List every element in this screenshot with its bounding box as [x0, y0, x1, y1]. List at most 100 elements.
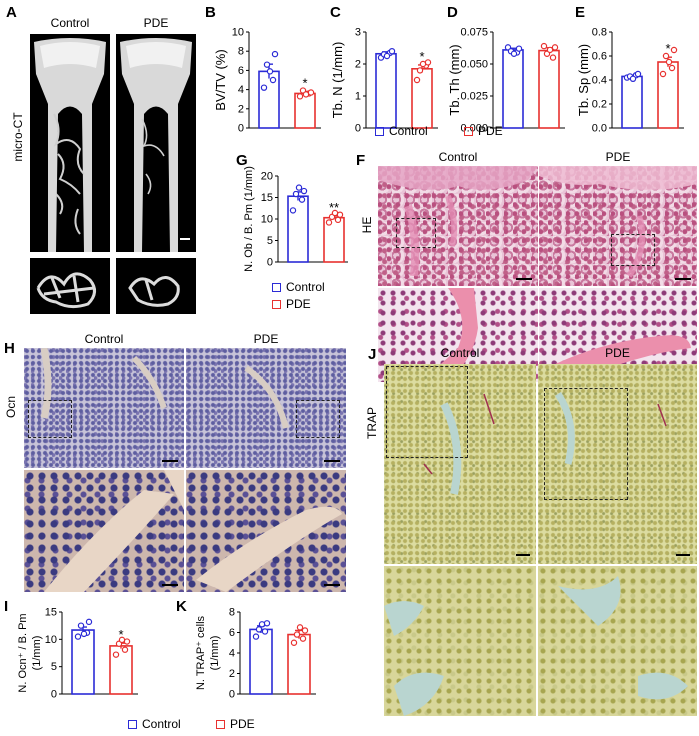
ocn-pde-zoom	[186, 470, 346, 592]
legend-bottom-control-label: Control	[142, 717, 181, 731]
data-point	[295, 184, 303, 191]
trap-pde-low	[538, 364, 697, 564]
data-point	[302, 91, 310, 98]
data-point	[665, 58, 673, 66]
panel-h-col-control: Control	[84, 332, 124, 346]
data-point	[659, 70, 667, 78]
microct-control-long	[30, 34, 110, 252]
y-tick-label: 10	[45, 634, 57, 646]
y-axis-label-unit: (1/mm)	[209, 636, 221, 671]
legend-top-control: Control	[375, 124, 428, 138]
panel-f-col-control: Control	[438, 150, 478, 164]
data-point	[77, 622, 85, 629]
significance-mark: *	[419, 49, 424, 64]
trap-control-low	[384, 364, 536, 564]
panel-f-col-pde: PDE	[605, 150, 631, 164]
ocn-pde-zoom-scale-bar	[324, 584, 340, 586]
panel-h-col-pde: PDE	[253, 332, 279, 346]
trap-pde-scale-bar	[676, 554, 690, 556]
data-point	[629, 75, 637, 83]
microct-pde-cross	[116, 258, 196, 314]
legend-top-pde-swatch	[464, 126, 473, 136]
data-point	[260, 84, 268, 91]
y-tick-label: 0.6	[592, 51, 607, 63]
y-tick-label: 0.000	[460, 123, 488, 135]
data-point	[416, 67, 424, 74]
ocn-pde-zoom-box	[296, 400, 340, 438]
he-control-low	[378, 166, 538, 286]
y-tick-label: 0.025	[460, 91, 488, 103]
y-tick-label: 3	[355, 27, 361, 39]
data-point	[546, 46, 554, 54]
ocn-control-low	[24, 348, 184, 468]
data-point	[252, 633, 260, 640]
legend-g-pde: PDE	[272, 297, 311, 311]
panel-label-f: F	[356, 152, 366, 169]
y-tick-label: 0.050	[460, 59, 488, 71]
data-point	[255, 626, 263, 633]
legend-bottom-pde-swatch	[216, 719, 225, 729]
data-point	[413, 76, 421, 84]
y-tick-label: 0	[229, 689, 235, 701]
data-point	[388, 48, 396, 55]
y-tick-label: 0	[267, 257, 273, 269]
data-point	[271, 50, 279, 58]
bar-pde	[538, 49, 560, 129]
data-point	[80, 630, 88, 638]
y-tick-label: 2	[229, 668, 235, 680]
chart-tb-th: 0.000 0.025 0.050 0.075 Tb. Th (mm)	[447, 27, 565, 135]
y-tick-label: 8	[229, 607, 235, 619]
data-point	[540, 42, 548, 50]
trap-control-scale-bar	[516, 554, 530, 556]
ocn-pde-low	[186, 348, 346, 468]
y-tick-label: 0	[238, 123, 244, 135]
legend-g-pde-swatch	[272, 299, 281, 309]
he-pde-scale-bar	[675, 278, 691, 280]
y-tick-label: 1	[355, 91, 361, 103]
data-point	[301, 627, 309, 634]
data-point	[296, 93, 304, 100]
bar-control	[71, 629, 95, 695]
legend-bottom-control: Control	[128, 717, 181, 731]
data-point	[334, 216, 342, 224]
y-tick-label: 0.8	[592, 27, 607, 39]
y-axis-label: N. Ocn⁺ / B. Pm	[17, 613, 29, 692]
data-point	[118, 636, 126, 644]
bar-control	[621, 75, 643, 129]
data-point	[300, 187, 308, 195]
legend-g-control-swatch	[272, 282, 281, 292]
data-point	[299, 635, 307, 642]
y-tick-label: 15	[261, 192, 273, 204]
y-tick-label: 2	[238, 103, 244, 115]
panel-label-a: A	[6, 4, 17, 21]
data-point	[670, 46, 678, 54]
y-tick-label: 8	[238, 46, 244, 58]
data-point	[74, 633, 82, 640]
y-tick-label: 4	[229, 648, 235, 660]
y-axis-label: N. TRAP⁺ cells	[195, 615, 207, 690]
y-tick-label: 5	[51, 661, 57, 673]
data-point	[325, 219, 333, 226]
panel-label-h: H	[4, 340, 15, 357]
data-point	[112, 651, 120, 658]
y-tick-label: 2	[355, 59, 361, 71]
data-point	[266, 68, 274, 75]
data-point	[419, 60, 427, 68]
data-point	[263, 61, 271, 68]
legend-top-control-swatch	[375, 126, 384, 136]
chart-n-trap: 0 2 4 6 8 N. TRAP⁺ cells (1/mm)	[195, 607, 316, 701]
y-axis-label: BV/TV (%)	[213, 49, 228, 110]
trap-pde-zoom-box	[544, 388, 628, 500]
y-tick-label: 20	[261, 171, 273, 183]
legend-g-control: Control	[272, 280, 325, 294]
y-tick-label: 0.075	[460, 27, 488, 39]
ocn-control-scale-bar	[162, 460, 178, 462]
significance-mark: *	[118, 627, 123, 642]
data-point	[331, 209, 339, 217]
significance-mark: **	[329, 200, 339, 215]
chart-tb-n: 0 1 2 3 Tb. N (1/mm) *	[330, 27, 438, 135]
y-axis-label: Tb. Th (mm)	[447, 44, 462, 115]
trap-control-zoom	[384, 566, 536, 716]
ocn-control-zoom-box	[28, 400, 72, 438]
data-point	[292, 190, 300, 198]
